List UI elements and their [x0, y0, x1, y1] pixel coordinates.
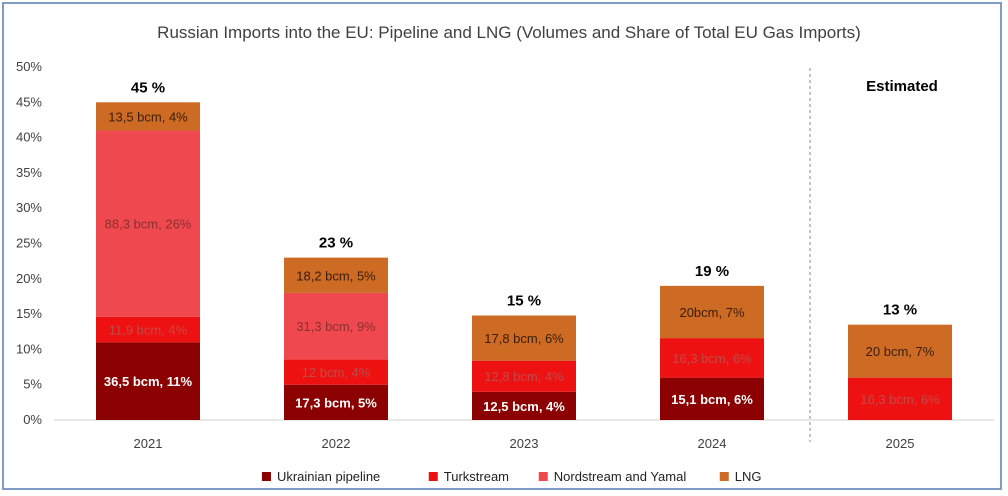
total-label: 45 % [131, 79, 165, 96]
bar-segment [96, 130, 200, 317]
data-label: 16,3 bcm, 6% [860, 392, 940, 407]
y-tick-label: 35% [16, 165, 42, 180]
data-label: 13,5 bcm, 4% [108, 109, 188, 124]
bar-segment [848, 377, 952, 420]
total-label: 23 % [319, 235, 353, 252]
bar-segment [472, 315, 576, 361]
y-tick-label: 15% [16, 306, 42, 321]
data-label: 12,5 bcm, 4% [483, 399, 565, 414]
data-label: 12 bcm, 4% [302, 365, 371, 380]
y-tick-label: 5% [23, 377, 42, 392]
bar-segment [472, 391, 576, 420]
x-tick-label: 2025 [886, 436, 915, 451]
y-tick-label: 0% [23, 412, 42, 427]
bar-segment [96, 342, 200, 420]
legend: Ukrainian pipeline Turkstream Nordstream a… [261, 469, 762, 484]
x-tick-label: 2022 [322, 436, 351, 451]
legend-swatch [261, 472, 271, 481]
legend-label: LNG [735, 469, 762, 484]
estimated-annotation: Estimated [866, 78, 938, 95]
bars: 36,5 bcm, 11% 11,9 bcm, 4% 88,3 bcm, 26% 13… [96, 79, 952, 420]
x-tick-label: 2024 [698, 436, 727, 451]
bar-segment [284, 359, 388, 385]
data-label: 18,2 bcm, 5% [296, 268, 376, 283]
bar-segment [284, 292, 388, 360]
data-label: 31,3 bcm, 9% [296, 319, 376, 334]
bar-segment [660, 338, 764, 378]
y-tick-label: 40% [16, 130, 42, 145]
bar-segment [284, 384, 388, 420]
bar-segment [660, 377, 764, 420]
legend-label: Turkstream [444, 469, 509, 484]
bar-segment [96, 316, 200, 343]
data-label: 17,8 bcm, 6% [484, 331, 564, 346]
x-axis: 2021 2022 2023 2024 2025 [134, 436, 915, 451]
y-axis: 0% 5% 10% 15% 20% 25% 30% 35% 40% 45% 50% [16, 59, 994, 427]
legend-label: Nordstream and Yamal [554, 469, 687, 484]
legend-swatch [719, 472, 729, 481]
y-tick-label: 20% [16, 271, 42, 286]
data-label: 20 bcm, 7% [866, 344, 935, 359]
legend-swatch [428, 472, 438, 481]
data-label: 20bcm, 7% [679, 305, 744, 320]
total-label: 19 % [695, 263, 729, 280]
data-label: 36,5 bcm, 11% [104, 374, 193, 389]
chart-title: Russian Imports into the EU: Pipeline an… [157, 23, 861, 42]
y-tick-label: 25% [16, 236, 42, 251]
data-label: 17,3 bcm, 5% [295, 395, 377, 410]
bar-segment [848, 324, 952, 378]
data-label: 12,8 bcm, 4% [484, 369, 564, 384]
data-label: 88,3 bcm, 26% [105, 217, 192, 232]
data-label: 11,9 bcm, 4% [109, 323, 188, 338]
y-tick-label: 45% [16, 94, 42, 109]
bar-segment [472, 360, 576, 392]
total-label: 15 % [507, 293, 541, 310]
data-label: 16,3 bcm, 6% [672, 351, 752, 366]
legend-label: Ukrainian pipeline [277, 469, 380, 484]
bar-segment [660, 285, 764, 339]
total-label: 13 % [883, 302, 917, 319]
stacked-bar-chart: Russian Imports into the EU: Pipeline an… [16, 23, 994, 484]
y-tick-label: 10% [16, 341, 42, 356]
bar-segment [284, 257, 388, 293]
bar-segment [96, 102, 200, 131]
x-tick-label: 2023 [510, 436, 539, 451]
y-tick-label: 50% [16, 59, 42, 74]
legend-swatch [538, 472, 548, 481]
y-tick-label: 30% [16, 200, 42, 215]
data-label: 15,1 bcm, 6% [671, 392, 753, 407]
x-tick-label: 2021 [134, 436, 163, 451]
chart-frame: Russian Imports into the EU: Pipeline an… [2, 2, 1002, 490]
